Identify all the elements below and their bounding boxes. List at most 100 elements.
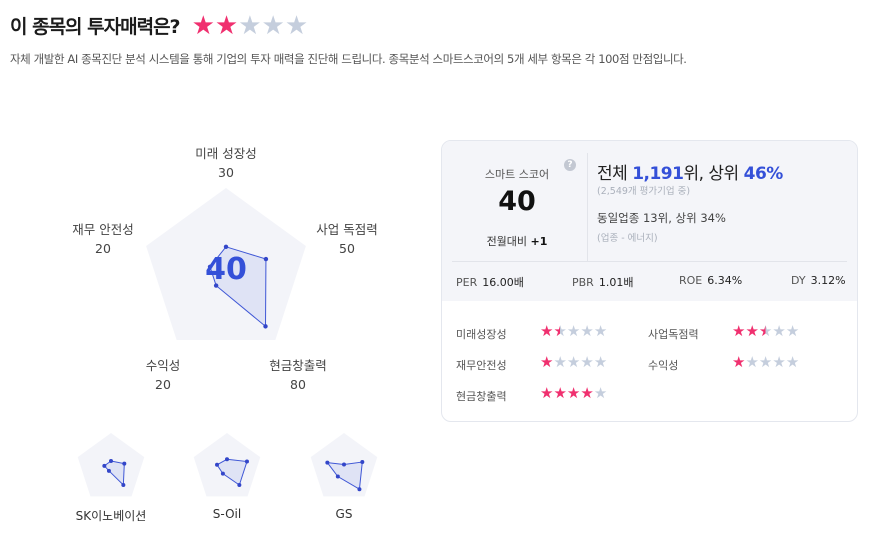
axis-value: 20 bbox=[155, 377, 171, 392]
metric-label: ROE bbox=[679, 274, 703, 287]
rating-stars: ★ ★ ★ ★ ★ bbox=[732, 355, 799, 370]
rating-stars: ★ ★ ★ ★ ★ bbox=[540, 386, 607, 401]
rank-prefix: 전체 bbox=[597, 164, 633, 184]
rating-label: 수익성 bbox=[648, 359, 679, 372]
change-label: 전월대비 bbox=[486, 235, 528, 248]
smart-score-box: 스마트 스코어 ? 40 전월대비 +1 bbox=[442, 141, 592, 261]
star-icon: ★ bbox=[284, 10, 308, 41]
axis-value: 80 bbox=[290, 377, 306, 392]
radar-point bbox=[207, 264, 213, 270]
comparison-radar-point bbox=[335, 474, 340, 479]
star-icon: ★ bbox=[261, 10, 285, 41]
comparison-radar-point bbox=[357, 487, 362, 492]
comparison-radar-point bbox=[237, 482, 242, 487]
star-icon: ★ bbox=[553, 322, 567, 340]
divider bbox=[452, 261, 847, 262]
score-value: 40 bbox=[498, 186, 536, 217]
comparison-radar-point bbox=[360, 460, 365, 465]
star-icon: ★ bbox=[785, 322, 800, 340]
metric-value: 1.01배 bbox=[598, 276, 634, 289]
comparison-radar-point bbox=[106, 468, 111, 473]
metric-dy: DY 3.12% bbox=[791, 274, 846, 287]
comparison-radar-point bbox=[102, 463, 107, 468]
comparison-radar-area bbox=[326, 461, 363, 491]
axis-name: 현금창출력 bbox=[269, 358, 327, 373]
divider bbox=[587, 153, 588, 261]
metric-label: PER bbox=[456, 276, 478, 289]
comparison-label[interactable]: S-Oil bbox=[212, 507, 242, 521]
axis-name: 사업 독점력 bbox=[316, 222, 378, 237]
industry-rank: 동일업종 13위, 상위 34% bbox=[597, 211, 726, 225]
metric-value: 3.12% bbox=[810, 274, 846, 287]
star-icon: ★ bbox=[566, 384, 581, 402]
radar-area bbox=[209, 246, 267, 328]
axis-value: 50 bbox=[339, 241, 355, 256]
star-icon: ★ bbox=[580, 384, 594, 402]
metric-roe: ROE 6.34% bbox=[679, 274, 742, 287]
comparison-radar-point bbox=[122, 461, 127, 466]
metric-value: 6.34% bbox=[707, 274, 743, 287]
comparison-radar-point bbox=[121, 482, 126, 487]
comparison-label[interactable]: SK이노베이션 bbox=[75, 509, 147, 523]
axis-value: 30 bbox=[218, 165, 234, 180]
comparison-radar-point bbox=[220, 471, 225, 476]
comparison-radar-point bbox=[342, 462, 346, 467]
rank-value: 1,191 bbox=[632, 164, 684, 184]
rank-subtext: (2,549개 평가기업 중) bbox=[597, 186, 691, 197]
star-icon: ★ bbox=[191, 10, 215, 41]
star-icon: ★ bbox=[785, 353, 800, 371]
metric-per: PER 16.00배 bbox=[456, 274, 524, 290]
axis-value: 20 bbox=[95, 241, 111, 256]
axis-label-cashflow: 현금창출력 80 bbox=[248, 356, 348, 394]
axis-name: 재무 안전성 bbox=[72, 222, 134, 237]
star-icon: ★ bbox=[732, 322, 746, 340]
rank-mid: 위, 상위 bbox=[683, 164, 744, 184]
axis-label-profitability: 수익성 20 bbox=[113, 356, 213, 394]
star-icon: ★ bbox=[593, 353, 608, 371]
metric-label: PBR bbox=[572, 276, 594, 289]
star-icon: ★ bbox=[238, 10, 261, 41]
radar-point bbox=[213, 283, 219, 288]
comparison-radar-point bbox=[215, 462, 220, 467]
metric-pbr: PBR 1.01배 bbox=[572, 274, 633, 290]
description: 자체 개발한 AI 종목진단 분석 시스템을 통해 기업의 투자 매력을 진단해… bbox=[10, 52, 687, 66]
comparison-radar-point bbox=[225, 457, 229, 462]
star-icon: ★ bbox=[553, 384, 567, 402]
change-value: +1 bbox=[530, 235, 548, 248]
section-title: 이 종목의 투자매력은? ★ ★ ★ ★ ★ bbox=[10, 12, 308, 39]
star-icon: ★ bbox=[553, 353, 567, 371]
radar-point bbox=[223, 244, 229, 249]
comparison-radar-point bbox=[244, 459, 249, 464]
axis-name: 수익성 bbox=[145, 358, 181, 373]
comparison-label[interactable]: GS bbox=[335, 507, 353, 521]
radar-score: 40 bbox=[205, 252, 247, 287]
comparison-radar-point bbox=[109, 459, 113, 463]
axis-label-stability: 재무 안전성 20 bbox=[53, 220, 153, 258]
star-icon: ★ bbox=[758, 353, 773, 371]
question-icon[interactable]: ? bbox=[564, 159, 576, 171]
rating-stars: ★ ★ ★ ★ ★ bbox=[192, 13, 309, 39]
star-icon: ★ bbox=[732, 353, 746, 371]
star-icon: ★ bbox=[540, 384, 554, 402]
rating-label: 사업독점력 bbox=[648, 328, 699, 341]
smart-score-card: 스마트 스코어 ? 40 전월대비 +1 전체 1,191위, 상위 46% (… bbox=[441, 140, 858, 422]
star-icon: ★ bbox=[593, 384, 608, 402]
axis-name: 미래 성장성 bbox=[195, 146, 257, 161]
star-icon: ★ bbox=[540, 322, 554, 340]
star-icon: ★ bbox=[580, 353, 594, 371]
star-icon: ★ bbox=[214, 10, 238, 41]
radar-point bbox=[263, 256, 269, 262]
star-icon: ★ bbox=[758, 322, 773, 340]
metric-label: DY bbox=[791, 274, 806, 287]
star-icon: ★ bbox=[580, 322, 594, 340]
rating-stars: ★ ★ ★ ★ ★ bbox=[540, 324, 607, 339]
star-icon: ★ bbox=[540, 353, 554, 371]
star-icon: ★ bbox=[772, 353, 786, 371]
rating-label: 재무안전성 bbox=[456, 359, 507, 372]
star-icon: ★ bbox=[745, 322, 759, 340]
score-change: 전월대비 +1 bbox=[442, 233, 592, 249]
comparison-radar-point bbox=[325, 460, 330, 465]
industry-name: (업종 - 에너지) bbox=[597, 233, 658, 244]
rating-label: 현금창출력 bbox=[456, 390, 507, 403]
